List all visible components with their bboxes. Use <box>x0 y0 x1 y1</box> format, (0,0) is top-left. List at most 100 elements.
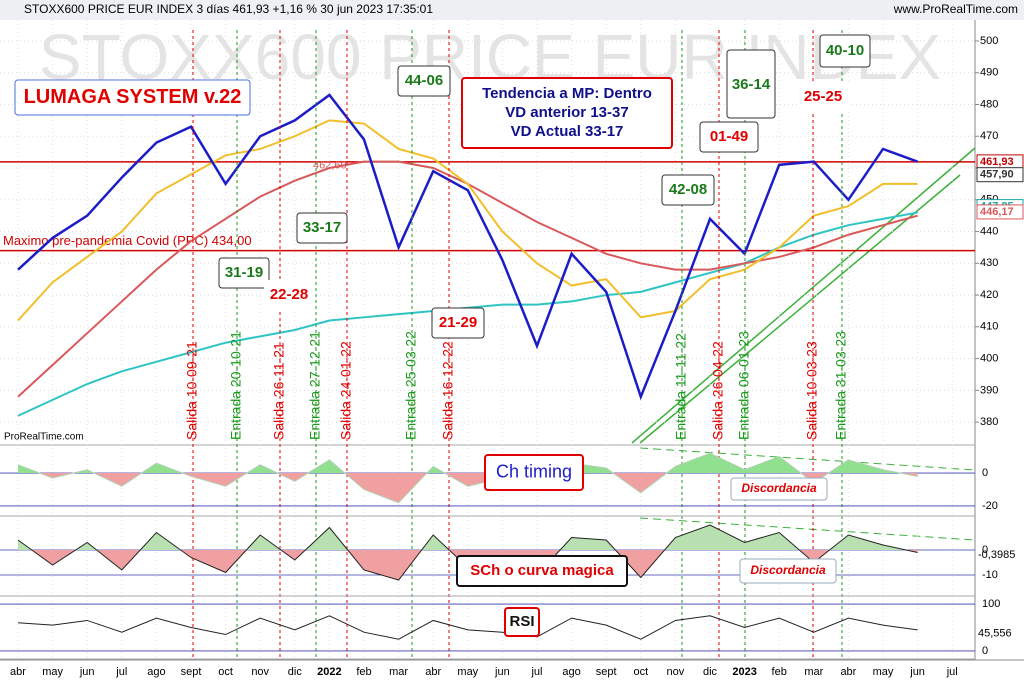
x-tick-label: ago <box>147 666 165 678</box>
annotation-text: Tendencia a MP: Dentro <box>482 85 652 102</box>
price-tag <box>976 204 1024 220</box>
level-note: 462,60 <box>313 160 347 172</box>
annotation-box <box>14 79 251 116</box>
site: www.ProRealTime.com <box>893 2 1018 16</box>
x-tick-label: nov <box>667 666 685 678</box>
annotation-text: 31-19 <box>225 264 263 281</box>
trend-line <box>631 147 976 444</box>
signal-label: Entrada 25-03-22 <box>403 331 419 440</box>
signal-label: Salida 26-11-21 <box>271 342 287 440</box>
x-tick-label: may <box>873 666 894 678</box>
annotation-text: 40-10 <box>826 42 864 59</box>
panel-title: Ch timing <box>496 461 572 481</box>
y-tick-label: 0 <box>982 467 988 479</box>
x-tick-label: may <box>457 666 478 678</box>
x-tick-label: jul <box>946 666 958 678</box>
x-tick-label: dic <box>703 666 718 678</box>
x-tick-label: sept <box>181 666 202 678</box>
current-label: -0,3985 <box>978 549 1015 561</box>
x-tick-label: feb <box>356 666 371 678</box>
x-tick-label: abr <box>425 666 441 678</box>
note-box <box>730 477 828 501</box>
signal-label: Entrada 06-01-23 <box>736 331 752 440</box>
signal-label: Salida 10-03-23 <box>804 341 820 440</box>
y-tick-label: -20 <box>982 500 998 512</box>
price-label: 446,17 <box>980 206 1014 218</box>
x-tick-label: may <box>42 666 63 678</box>
annotation-text: VD anterior 13-37 <box>505 104 628 121</box>
oscillator-line <box>17 615 918 640</box>
series-line <box>17 93 919 401</box>
x-tick-label: jun <box>909 666 925 678</box>
price-label: 457,90 <box>980 169 1014 181</box>
annotation-box <box>397 65 451 97</box>
header-title: STOXX600 PRICE EUR INDEX 3 días 461,93 +… <box>24 2 433 16</box>
y-tick-label: 380 <box>980 416 998 428</box>
annotation-box <box>218 257 270 289</box>
annotation-box <box>661 174 715 206</box>
current-label: 45,556 <box>978 627 1012 639</box>
level-label: Maximo pre-pandemia Covid (PPC) 434,00 <box>3 233 252 248</box>
annotation-box <box>797 82 849 112</box>
note-box <box>739 558 837 584</box>
y-tick-label: 500 <box>980 35 998 47</box>
y-tick-label: 440 <box>980 225 998 237</box>
y-tick-label: 420 <box>980 289 998 301</box>
x-tick-label: abr <box>10 666 26 678</box>
y-tick-label: 430 <box>980 257 998 269</box>
x-tick-label: mar <box>389 666 408 678</box>
negative-area <box>18 473 918 503</box>
x-tick-label: ago <box>562 666 580 678</box>
x-tick-label: jun <box>79 666 95 678</box>
y-tick-label: 400 <box>980 353 998 365</box>
annotation-text: 25-25 <box>804 88 842 105</box>
annotation-text: 21-29 <box>439 314 477 331</box>
price-label: 461,93 <box>980 156 1014 168</box>
annotation-text: 01-49 <box>710 128 748 145</box>
x-tick-label: mar <box>804 666 823 678</box>
y-tick-label: -10 <box>982 569 998 581</box>
series-line <box>17 119 918 322</box>
signal-label: Salida 26-04-22 <box>710 341 726 440</box>
signal-label: Entrada 27-12-21 <box>307 331 323 440</box>
x-tick-label: sept <box>596 666 617 678</box>
annotation-text: 22-28 <box>270 286 308 303</box>
annotation-box <box>461 77 673 149</box>
x-tick-label: dic <box>288 666 303 678</box>
x-tick-label: 2022 <box>317 666 341 678</box>
oscillator-line <box>17 452 918 504</box>
annotation-box <box>431 307 485 339</box>
header-bar <box>0 0 1024 20</box>
signal-label: Salida 24-01-22 <box>338 341 354 440</box>
annotation-box <box>264 280 314 310</box>
y-tick-label: 490 <box>980 67 998 79</box>
y-tick-label: 100 <box>982 598 1000 610</box>
y-tick-label: 390 <box>980 384 998 396</box>
note: Discordancia <box>741 481 817 495</box>
signal-label: Entrada 20-10-21 <box>228 331 244 440</box>
x-tick-label: oct <box>218 666 233 678</box>
trend-line <box>639 447 976 471</box>
price-tag <box>976 167 1024 183</box>
positive-area <box>18 453 901 474</box>
brand: ProRealTime.com <box>4 432 84 443</box>
annotation-text: 44-06 <box>405 72 443 89</box>
panel-title-box <box>484 454 584 491</box>
panel-title-box <box>456 555 628 587</box>
panel-title-box <box>504 607 540 637</box>
x-tick-label: feb <box>772 666 787 678</box>
signal-label: Salida 16-12-22 <box>440 341 456 440</box>
annotation-box <box>699 121 759 153</box>
x-tick-label: abr <box>840 666 856 678</box>
y-tick-label: 0 <box>982 544 988 556</box>
annotation-box <box>296 212 348 244</box>
annotation-text: 42-08 <box>669 181 707 198</box>
annotation-box <box>819 34 871 68</box>
annotation-text: LUMAGA SYSTEM v.22 <box>24 86 242 108</box>
note: Discordancia <box>750 563 826 577</box>
y-tick-label: 410 <box>980 321 998 333</box>
x-tick-label: oct <box>633 666 648 678</box>
annotation-text: VD Actual 33-17 <box>511 123 624 140</box>
y-tick-label: 0 <box>982 645 988 657</box>
